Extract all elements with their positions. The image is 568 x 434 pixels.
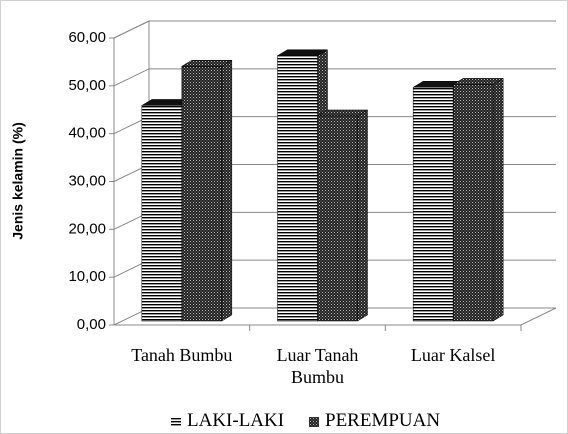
y-tick-label: 20,00	[68, 220, 106, 237]
grid-line	[113, 20, 556, 39]
grid-line	[113, 68, 556, 87]
x-tick-label: Luar Tanah Bumbu	[276, 345, 359, 387]
y-tick-label: 10,00	[68, 268, 106, 285]
bar	[412, 87, 454, 322]
bar	[141, 105, 183, 322]
y-tick-label: 30,00	[68, 172, 106, 189]
y-tick-label: 60,00	[68, 29, 106, 46]
bar	[181, 65, 223, 322]
bar-side	[357, 109, 368, 322]
legend-swatch	[171, 417, 181, 427]
y-tick-label: 0,00	[77, 316, 106, 333]
bar	[452, 84, 494, 322]
bar-side	[221, 59, 233, 322]
bar-side	[492, 77, 504, 322]
x-tick-label: Luar Kalsel	[410, 345, 496, 365]
x-tick-label: Tanah Bumbu	[131, 345, 233, 365]
bar	[277, 55, 318, 322]
legend-label: PEREMPUAN	[325, 410, 441, 431]
bar	[317, 115, 358, 322]
legend-swatch	[309, 417, 319, 427]
y-tick-label: 50,00	[68, 77, 106, 94]
legend-label: LAKI-LAKI	[187, 410, 285, 431]
y-tick-label: 40,00	[68, 125, 106, 142]
y-axis-label: Jenis kelamin (%)	[10, 122, 26, 240]
